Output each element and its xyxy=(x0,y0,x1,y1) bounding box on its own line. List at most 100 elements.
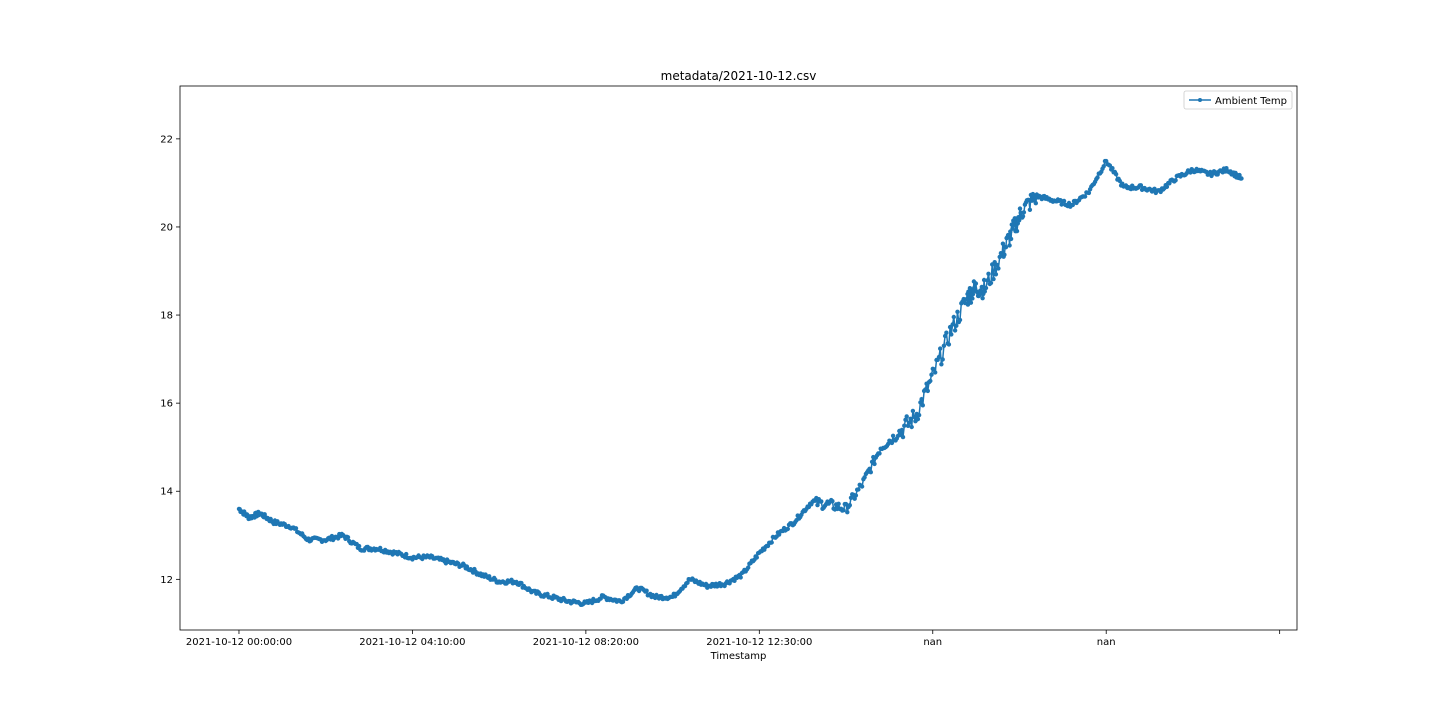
x-axis: 2021-10-12 00:00:00 2021-10-12 04:10:00 20… xyxy=(186,630,1281,648)
data-point xyxy=(1224,166,1229,171)
data-point xyxy=(738,575,743,580)
data-point xyxy=(920,403,925,408)
data-point xyxy=(1095,175,1100,180)
data-point xyxy=(988,280,994,286)
data-point xyxy=(907,420,912,425)
data-point xyxy=(847,503,852,508)
data-point xyxy=(1017,218,1022,223)
plot-area xyxy=(180,86,1297,630)
data-point xyxy=(815,502,820,508)
y-tick-label: 16 xyxy=(160,399,173,410)
data-point xyxy=(952,328,958,333)
x-tick-label: nan xyxy=(1097,637,1116,648)
data-point xyxy=(938,346,943,351)
y-tick-label: 18 xyxy=(160,311,173,322)
data-point xyxy=(983,285,989,291)
data-point xyxy=(848,495,854,500)
data-point xyxy=(1082,194,1088,199)
data-point xyxy=(954,323,959,328)
data-point xyxy=(908,416,913,421)
data-point xyxy=(944,330,949,335)
data-point xyxy=(985,278,990,283)
data-point xyxy=(1000,241,1006,246)
data-point xyxy=(995,262,1000,268)
data-point xyxy=(867,466,872,471)
x-tick-label: 2021-10-12 08:20:00 xyxy=(533,637,639,648)
data-point xyxy=(1070,202,1076,208)
data-point xyxy=(899,427,904,433)
data-point xyxy=(904,414,909,419)
data-point xyxy=(940,357,945,362)
data-point xyxy=(1086,190,1092,196)
data-point xyxy=(754,555,759,560)
data-point xyxy=(1113,172,1119,177)
data-point xyxy=(912,414,917,420)
series-layer xyxy=(236,158,1244,607)
data-point xyxy=(1011,222,1017,227)
data-point xyxy=(928,378,933,384)
data-point xyxy=(949,332,954,337)
data-point xyxy=(293,526,299,531)
data-point xyxy=(986,271,991,276)
legend-entry-ambient-temp: Ambient Temp xyxy=(1215,96,1287,107)
data-point xyxy=(916,412,922,418)
data-point xyxy=(929,372,934,377)
data-point xyxy=(830,499,835,504)
data-point xyxy=(404,551,409,557)
data-point xyxy=(1237,172,1242,178)
data-point xyxy=(979,284,984,290)
x-tick-label: nan xyxy=(923,637,942,648)
data-point xyxy=(345,535,351,540)
data-point xyxy=(1018,210,1023,215)
data-point xyxy=(356,543,362,549)
data-point xyxy=(992,260,997,265)
x-axis-label: Timestamp xyxy=(710,651,767,662)
data-point xyxy=(856,487,861,492)
x-tick-label: 2021-10-12 04:10:00 xyxy=(359,637,465,648)
data-point xyxy=(1017,206,1023,211)
y-tick-label: 14 xyxy=(160,487,173,498)
data-point xyxy=(915,416,921,422)
data-point xyxy=(1138,183,1144,188)
data-point xyxy=(902,423,907,428)
data-point xyxy=(900,434,906,440)
data-point xyxy=(903,417,908,422)
data-point xyxy=(939,362,944,367)
data-point xyxy=(919,397,924,402)
data-point xyxy=(769,540,774,545)
data-point xyxy=(925,388,930,394)
data-point xyxy=(936,354,942,360)
data-point xyxy=(545,591,550,597)
data-point xyxy=(1164,184,1170,189)
data-point xyxy=(1007,243,1012,248)
chart-title: metadata/2021-10-12.csv xyxy=(661,69,817,83)
data-point xyxy=(819,499,824,504)
data-point xyxy=(993,272,999,277)
data-point xyxy=(1020,214,1026,219)
data-point xyxy=(909,424,914,430)
data-point xyxy=(519,580,524,586)
data-point xyxy=(1003,245,1009,250)
data-point xyxy=(955,309,960,314)
data-point xyxy=(1006,233,1011,238)
data-point xyxy=(1239,176,1244,181)
data-point xyxy=(1101,164,1106,169)
y-axis: 12 14 16 18 20 22 xyxy=(160,134,180,586)
data-point xyxy=(951,314,956,320)
data-point xyxy=(859,484,865,489)
data-point xyxy=(836,501,841,506)
data-point xyxy=(877,451,882,456)
data-point xyxy=(598,596,603,601)
y-tick-label: 12 xyxy=(160,575,173,586)
y-tick-label: 20 xyxy=(160,222,173,233)
x-tick-label: 2021-10-12 12:30:00 xyxy=(706,637,812,648)
x-tick-label: 2021-10-12 00:00:00 xyxy=(186,637,292,648)
legend-marker-swatch xyxy=(1198,98,1202,102)
data-point xyxy=(942,333,948,339)
data-point xyxy=(1002,252,1007,257)
data-point xyxy=(957,317,963,323)
data-point xyxy=(991,276,996,282)
legend: Ambient Temp xyxy=(1183,90,1293,110)
data-point xyxy=(732,578,737,583)
